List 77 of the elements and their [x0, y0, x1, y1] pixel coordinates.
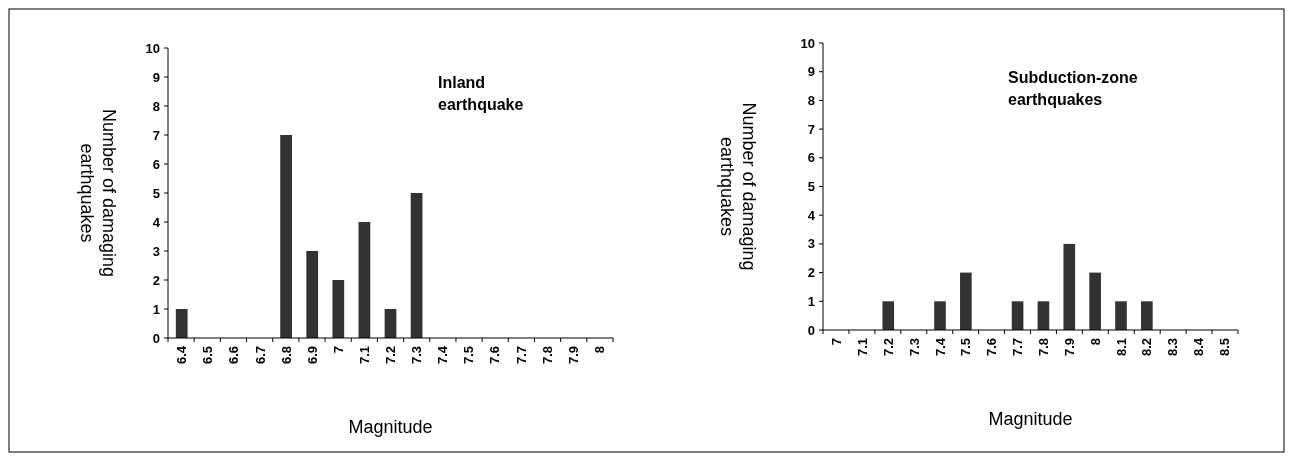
x-tick-label: 7.6 [487, 346, 503, 365]
x-tick-label: 6.5 [200, 346, 216, 365]
x-tick-label: 6.7 [252, 346, 268, 365]
bar [1037, 301, 1050, 330]
x-tick-label: 7.8 [539, 346, 555, 365]
y-tick-label: 3 [152, 243, 160, 259]
y-tick-label: 0 [152, 330, 160, 346]
y-tick-label: 2 [807, 265, 815, 281]
bar [1141, 301, 1153, 330]
x-tick-label: 7.5 [958, 338, 974, 357]
x-tick-label: 7 [330, 346, 346, 354]
x-tick-label: 7.4 [932, 337, 948, 357]
x-tick-label: 8 [591, 346, 607, 354]
x-tick-label: 7.2 [880, 338, 896, 357]
annotation: Subduction-zone earthquakes [1008, 69, 1138, 108]
x-tick-label: 6.6 [226, 346, 242, 365]
y-tick-label: 0 [807, 322, 815, 338]
y-tick-label: 8 [152, 98, 160, 114]
x-tick-label: 6.4 [174, 345, 190, 365]
bar [934, 301, 946, 330]
bar [332, 280, 345, 338]
x-tick-label: 7.7 [513, 346, 529, 365]
y-tick-label: 9 [807, 64, 815, 80]
y-tick-label: 4 [807, 207, 816, 223]
x-axis-title: Magnitude [988, 409, 1073, 429]
x-tick-label: 7.7 [1010, 338, 1026, 357]
y-tick-label: 8 [807, 92, 815, 108]
y-tick-label: 10 [800, 35, 815, 51]
x-tick-label: 8.4 [1191, 337, 1207, 357]
y-tick-label: 10 [145, 40, 160, 56]
x-tick-label: 8.1 [1113, 338, 1129, 357]
bar [358, 222, 371, 338]
x-tick-label: 7.3 [409, 346, 425, 365]
y-tick-label: 7 [152, 127, 160, 143]
bar [1115, 301, 1127, 330]
x-tick-label: 8.2 [1139, 338, 1155, 357]
bar [960, 272, 972, 330]
y-axis-title: Number of damaging earthquakes [717, 102, 759, 271]
x-tick-label: 6.9 [304, 346, 320, 365]
annotation: Inland earthquake [438, 74, 524, 113]
x-tick-label: 7.3 [906, 338, 922, 357]
x-tick-label: 7.1 [854, 338, 870, 357]
x-tick-label: 8.3 [1165, 338, 1181, 357]
x-tick-label: 7.4 [435, 345, 451, 365]
x-tick-label: 7.1 [356, 346, 372, 365]
bar [280, 135, 292, 338]
y-tick-label: 2 [152, 272, 160, 288]
bar [1011, 301, 1024, 330]
bar [1089, 272, 1101, 330]
y-tick-label: 9 [152, 69, 160, 85]
x-tick-label: 7.9 [565, 346, 581, 365]
y-tick-label: 6 [807, 150, 815, 166]
x-tick-label: 7.2 [383, 346, 399, 365]
bar [175, 309, 188, 338]
y-tick-label: 5 [807, 179, 815, 195]
x-tick-label: 8 [1087, 338, 1103, 346]
y-tick-label: 6 [152, 156, 160, 172]
bar [410, 193, 423, 338]
x-axis-title: Magnitude [348, 417, 433, 437]
x-tick-label: 7.5 [461, 346, 477, 365]
x-tick-label: 8.5 [1216, 338, 1232, 357]
y-tick-label: 4 [152, 214, 161, 230]
bar [882, 301, 895, 330]
bar [1063, 243, 1076, 330]
x-tick-label: 7 [829, 338, 845, 346]
y-tick-label: 1 [807, 293, 815, 309]
bar [306, 251, 319, 338]
x-tick-label: 7.8 [1035, 338, 1051, 357]
bar [384, 309, 397, 338]
x-tick-label: 7.9 [1061, 338, 1077, 357]
y-tick-label: 1 [152, 301, 160, 317]
y-tick-label: 5 [152, 185, 160, 201]
x-tick-label: 6.8 [278, 346, 294, 365]
y-axis-title: Number of damaging earthquakes [77, 108, 119, 278]
y-tick-label: 7 [807, 121, 815, 137]
y-tick-label: 3 [807, 236, 815, 252]
x-tick-label: 7.6 [984, 338, 1000, 357]
